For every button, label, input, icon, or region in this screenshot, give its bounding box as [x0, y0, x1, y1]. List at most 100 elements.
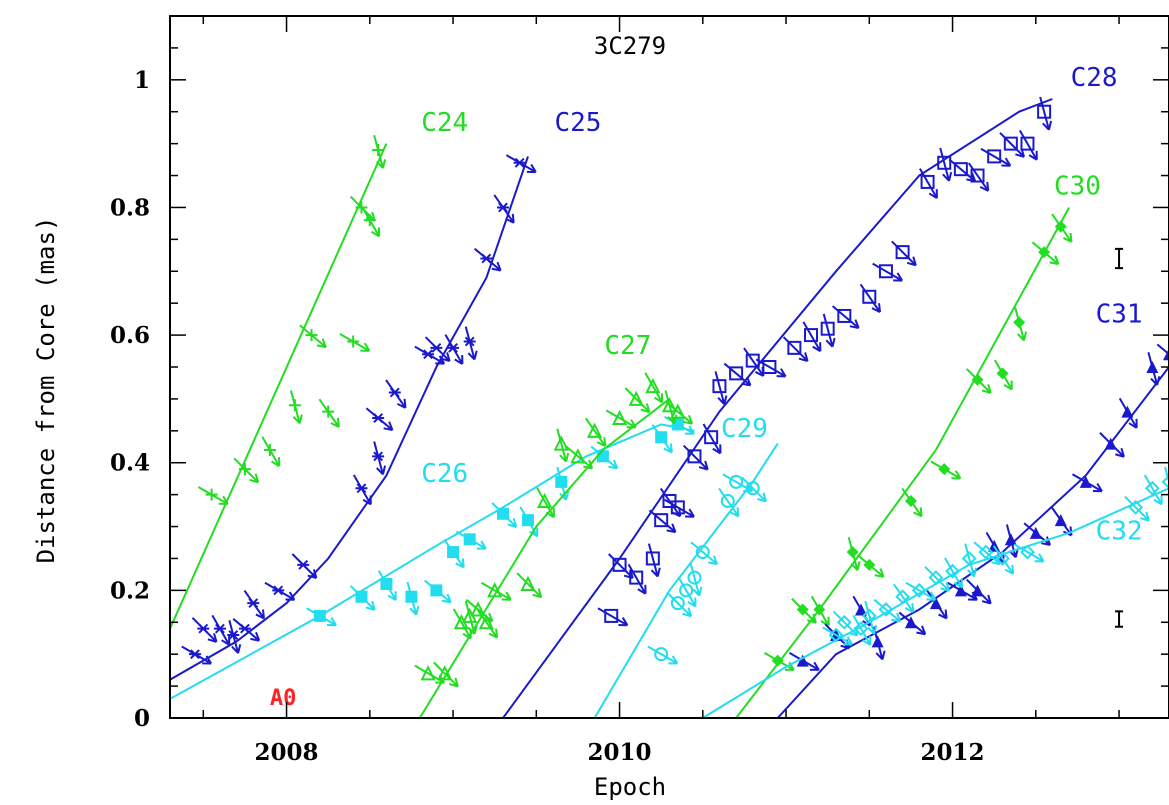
marker-open-square [937, 155, 952, 170]
marker-open-triangle [628, 390, 644, 406]
marker-open-circle [670, 596, 685, 611]
x-tick-label: 2008 [255, 739, 319, 766]
marker-open-circle [679, 583, 694, 598]
direction-arrow [859, 283, 882, 314]
series-label: C27 [604, 331, 651, 361]
direction-arrow [967, 162, 990, 192]
axis-layer: 2008 2010 2012 0 0.2 0.4 0.6 0.8 1 [110, 15, 1169, 766]
marker-open-diamond [978, 544, 994, 560]
direction-arrow [644, 372, 664, 404]
direction-arrow [944, 557, 963, 589]
marker-open-triangle [586, 422, 603, 438]
marker-filled-triangle [929, 597, 942, 610]
y-tick-label: 0.2 [110, 577, 150, 604]
direction-arrow [556, 428, 570, 463]
series-c27 [369, 372, 694, 718]
marker-square [405, 590, 418, 603]
direction-arrow [992, 545, 1015, 575]
marker-square [521, 514, 534, 527]
marker-square [380, 577, 393, 590]
marker-open-triangle [611, 409, 628, 426]
marker-open-triangle [661, 397, 678, 413]
marker-open-square [629, 570, 644, 585]
marker-open-square [1020, 136, 1035, 151]
core-label: A0 [270, 686, 297, 711]
marker-open-triangle [520, 575, 536, 591]
series-c30 [686, 207, 1073, 718]
marker-open-square [787, 340, 802, 355]
direction-arrow [627, 563, 647, 595]
direction-arrow [924, 566, 951, 592]
marker-open-triangle [420, 665, 436, 681]
direction-arrow [647, 543, 661, 578]
marker-star [227, 630, 240, 640]
direction-arrow [939, 147, 953, 182]
marker-filled-diamond [863, 558, 876, 571]
marker-open-circle [720, 494, 735, 509]
marker-open-circle [729, 474, 744, 489]
marker-open-square [687, 449, 702, 464]
marker-filled-diamond [1054, 220, 1067, 233]
marker-filled-triangle [971, 584, 984, 597]
marker-filled-diamond [996, 367, 1009, 380]
direction-arrow [677, 576, 697, 608]
marker-square [497, 507, 509, 520]
series-label: C26 [421, 459, 468, 489]
marker-open-square [804, 328, 819, 343]
y-tick-label: 1 [134, 67, 150, 94]
direction-arrow [464, 600, 478, 635]
direction-arrow [831, 305, 860, 329]
marker-open-circle [695, 545, 710, 560]
y-tick-label: 0 [134, 705, 150, 732]
marker-open-square [762, 360, 777, 374]
direction-arrow [1018, 129, 1038, 161]
marker-filled-triangle [1054, 514, 1067, 527]
marker-open-square [612, 557, 627, 572]
marker-filled-diamond [771, 654, 784, 667]
marker-plus [263, 443, 276, 456]
marker-open-square [970, 168, 985, 183]
direction-arrow [565, 445, 594, 470]
direction-arrow [964, 543, 978, 578]
marker-square [447, 546, 460, 559]
marker-square [463, 533, 476, 546]
marker-filled-triangle [1163, 348, 1169, 361]
direction-arrow [702, 423, 722, 455]
marker-open-triangle [470, 601, 486, 617]
direction-arrow [741, 476, 767, 503]
marker-star [272, 585, 285, 596]
direction-arrow [605, 409, 637, 429]
series-label: C31 [1096, 299, 1143, 329]
direction-arrow [872, 262, 903, 282]
direction-arrow [980, 147, 1012, 167]
direction-arrow [905, 581, 937, 601]
marker-open-square [729, 366, 744, 381]
series-label: C25 [554, 108, 601, 138]
marker-open-square [820, 321, 835, 336]
marker-plus [238, 463, 251, 476]
marker-star [422, 349, 435, 360]
x-tick-label: 2012 [921, 739, 985, 766]
direction-arrow [299, 324, 327, 349]
marker-open-circle [687, 570, 702, 585]
direction-arrow [1039, 96, 1053, 131]
marker-open-triangle [645, 377, 661, 394]
marker-plus [205, 488, 218, 501]
marker-star [297, 559, 310, 570]
direction-arrow [1124, 495, 1150, 522]
direction-arrow [647, 645, 679, 665]
marker-open-triangle [437, 665, 453, 681]
marker-star [355, 483, 368, 494]
marker-open-square [1003, 136, 1018, 151]
marker-open-square [837, 308, 852, 323]
marker-open-triangle [487, 582, 503, 598]
marker-plus [305, 329, 318, 342]
direction-arrow [624, 387, 651, 414]
marker-star [497, 202, 509, 213]
marker-open-triangle [537, 492, 553, 509]
marker-filled-diamond [813, 603, 826, 616]
direction-arrow [664, 498, 695, 518]
error-bar [1115, 247, 1124, 270]
